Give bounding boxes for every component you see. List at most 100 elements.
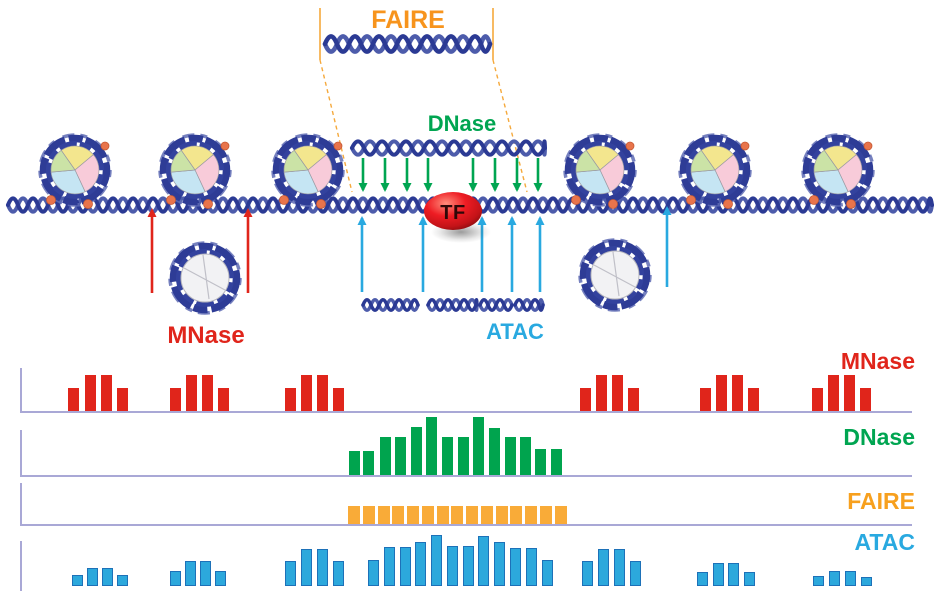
mnase-signal-bar bbox=[812, 388, 823, 411]
faire-signal-bar bbox=[555, 506, 567, 524]
mnase-signal-bar bbox=[333, 388, 344, 411]
mnase-track-label: MNase bbox=[840, 348, 915, 374]
atac-signal-bar bbox=[368, 560, 379, 586]
faire-track-label: FAIRE bbox=[847, 488, 915, 514]
dnase-signal-bar bbox=[505, 437, 516, 475]
atac-signal-bar bbox=[542, 560, 553, 586]
atac-signal-bar bbox=[72, 575, 83, 586]
tf-label: TF bbox=[440, 202, 465, 224]
faire-dna-fragment bbox=[322, 34, 493, 54]
dnase-track-axis-x bbox=[20, 475, 912, 477]
faire-signal-bar bbox=[540, 506, 552, 524]
mnase-signal-bar bbox=[285, 388, 296, 411]
atac-signal-bar bbox=[463, 546, 474, 586]
atac-signal-bar bbox=[301, 549, 312, 586]
faire-signal-bar bbox=[378, 506, 390, 524]
mnase-signal-bar bbox=[860, 388, 871, 411]
mnase-signal-bar bbox=[202, 375, 213, 411]
atac-signal-bar bbox=[102, 568, 113, 586]
faire-signal-bar bbox=[481, 506, 493, 524]
atac-signal-bar bbox=[713, 563, 724, 586]
mnase-signal-bar bbox=[612, 375, 623, 411]
faire-track-axis-x bbox=[20, 524, 912, 526]
atac-signal-bar bbox=[526, 548, 537, 586]
atac-signal-bar bbox=[744, 572, 755, 586]
faire-diagram-label: FAIRE bbox=[371, 6, 445, 34]
faire-signal-bar bbox=[392, 506, 404, 524]
dnase-signal-bar bbox=[458, 437, 469, 475]
atac-signal-bar bbox=[861, 577, 872, 586]
dnase-signal-bar bbox=[380, 437, 391, 475]
mnase-enzyme bbox=[168, 241, 243, 316]
dnase-track-axis-y bbox=[20, 430, 22, 477]
atac-signal-bar bbox=[510, 548, 521, 586]
atac-signal-bar bbox=[478, 536, 489, 586]
faire-signal-bar bbox=[510, 506, 522, 524]
atac-signal-bar bbox=[215, 571, 226, 586]
atac-insertion-arrows bbox=[357, 206, 672, 292]
mnase-track-axis-y bbox=[20, 368, 22, 413]
atac-track-axis-y bbox=[20, 541, 22, 591]
atac-signal-bar bbox=[697, 572, 708, 586]
atac-signal-bar bbox=[185, 561, 196, 586]
faire-signal-bar bbox=[496, 506, 508, 524]
atac-signal-bar bbox=[813, 576, 824, 586]
mnase-signal-bar bbox=[218, 388, 229, 411]
mnase-signal-bar bbox=[700, 388, 711, 411]
mnase-signal-bar bbox=[117, 388, 128, 411]
mnase-signal-bar bbox=[301, 375, 312, 411]
atac-signal-bar bbox=[333, 561, 344, 586]
atac-signal-bar bbox=[494, 542, 505, 586]
dnase-signal-bar bbox=[535, 449, 546, 475]
atac-signal-bar bbox=[200, 561, 211, 586]
mnase-signal-bar bbox=[844, 375, 855, 411]
mnase-signal-bar bbox=[748, 388, 759, 411]
dnase-signal-bar bbox=[551, 449, 562, 475]
mnase-signal-bar bbox=[68, 388, 79, 411]
atac-dna-fragment bbox=[361, 298, 420, 312]
diagram-svg: TF FAIRE DNase MNase ATAC bbox=[6, 6, 934, 349]
atac-track-label: ATAC bbox=[854, 529, 915, 555]
atac-signal-bar bbox=[728, 563, 739, 586]
mnase-signal-bar bbox=[628, 388, 639, 411]
dnase-signal-bar bbox=[363, 451, 374, 475]
mnase-signal-bar bbox=[317, 375, 328, 411]
atac-signal-bar bbox=[582, 561, 593, 586]
mnase-signal-bar bbox=[186, 375, 197, 411]
atac-signal-bar bbox=[285, 561, 296, 586]
atac-signal-bar bbox=[87, 568, 98, 586]
tf-oval bbox=[424, 192, 482, 230]
faire-signal-bar bbox=[451, 506, 463, 524]
mnase-track-axis-x bbox=[20, 411, 912, 413]
dnase-signal-bar bbox=[489, 428, 500, 475]
faire-signal-bar bbox=[407, 506, 419, 524]
atac-signal-bar bbox=[630, 561, 641, 586]
dnase-signal-bar bbox=[520, 437, 531, 475]
atac-signal-bar bbox=[598, 549, 609, 586]
tn5-transposase-enzyme bbox=[578, 238, 653, 313]
atac-signal-bar bbox=[170, 571, 181, 586]
atac-signal-bar bbox=[400, 547, 411, 586]
dnase-signal-bar bbox=[411, 427, 422, 475]
nucleosome bbox=[563, 133, 638, 209]
mnase-signal-bar bbox=[85, 375, 96, 411]
dnase-dna-fragment bbox=[350, 139, 547, 157]
faire-track-axis-y bbox=[20, 483, 22, 526]
faire-signal-bar bbox=[437, 506, 449, 524]
atac-signal-bar bbox=[447, 546, 458, 586]
dnase-signal-bar bbox=[442, 437, 453, 475]
atac-signal-bar bbox=[384, 547, 395, 586]
atac-signal-bar bbox=[415, 542, 426, 586]
faire-signal-bar bbox=[525, 506, 537, 524]
faire-signal-bar bbox=[348, 506, 360, 524]
dnase-cut-arrows bbox=[358, 158, 543, 192]
mnase-cut-arrows bbox=[147, 208, 253, 293]
atac-diagram-label: ATAC bbox=[486, 319, 544, 344]
dnase-diagram-label: DNase bbox=[428, 111, 496, 136]
dnase-signal-bar bbox=[395, 437, 406, 475]
mnase-signal-bar bbox=[170, 388, 181, 411]
mnase-diagram-label: MNase bbox=[167, 322, 244, 349]
dnase-track-label: DNase bbox=[843, 424, 915, 450]
faire-signal-bar bbox=[422, 506, 434, 524]
